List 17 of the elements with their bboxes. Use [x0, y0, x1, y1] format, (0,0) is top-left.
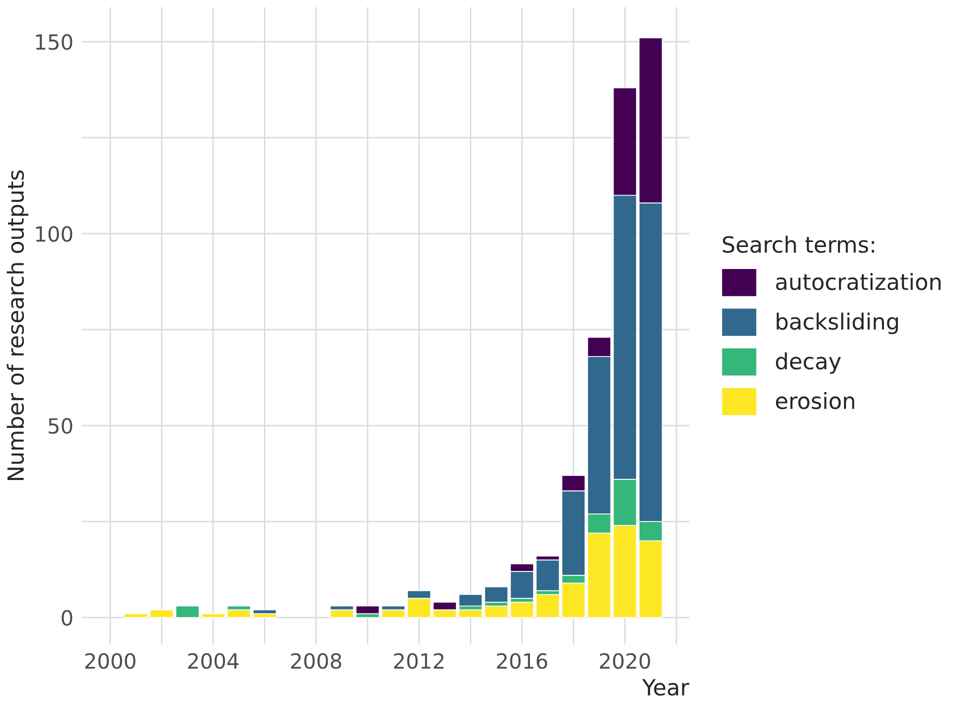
legend-label: decay: [776, 352, 841, 374]
legend-title: Search terms:: [722, 236, 874, 253]
x-tick-label: 2012: [394, 653, 444, 669]
y-tick-label: 50: [48, 418, 72, 434]
y-tick-label: 150: [36, 34, 72, 50]
x-tick-label: 2004: [188, 653, 239, 669]
y-tick-label: 100: [36, 226, 72, 242]
y-axis-title: Number of research outputs: [6, 170, 28, 480]
x-tick-label: 2020: [600, 653, 650, 669]
y-tick-label: 0: [62, 610, 72, 626]
x-axis-title: Year: [642, 679, 690, 696]
x-tick-label: 2000: [85, 653, 136, 669]
legend-label: autocratization: [776, 272, 941, 290]
legend-label: backsliding: [776, 312, 898, 334]
x-tick-label: 2016: [497, 653, 548, 669]
legend-label: erosion: [776, 392, 854, 410]
x-tick-label: 2008: [291, 653, 342, 669]
